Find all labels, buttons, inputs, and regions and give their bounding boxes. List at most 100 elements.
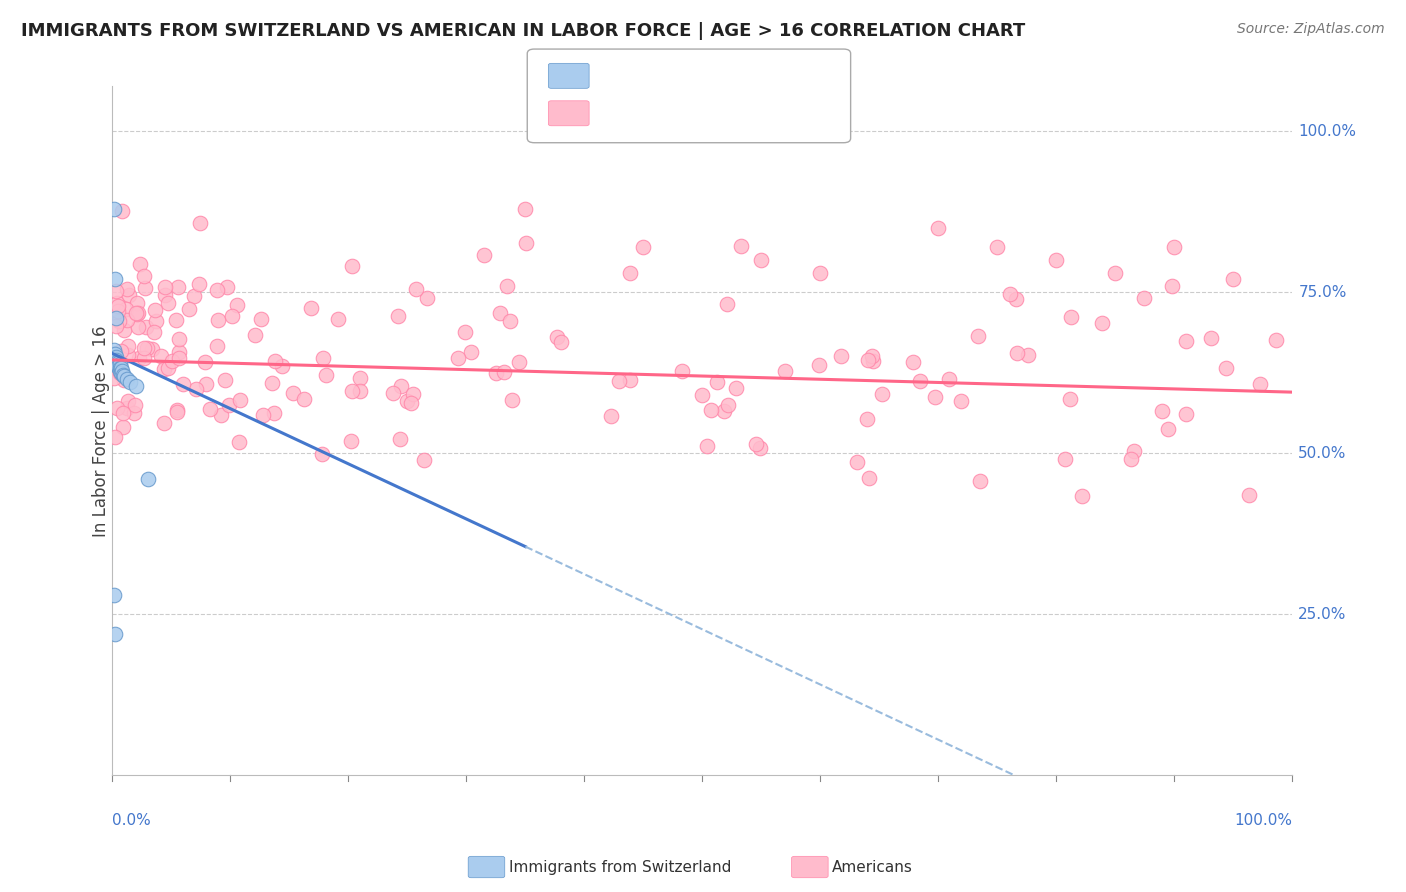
Point <box>152 416 174 430</box>
Point <box>120 376 142 390</box>
Point <box>114 323 136 337</box>
Point <box>810 266 832 280</box>
Point <box>179 301 201 316</box>
Point <box>188 277 211 291</box>
Text: Americans: Americans <box>832 860 914 874</box>
Point <box>260 376 283 390</box>
Point <box>115 282 138 296</box>
Point <box>998 286 1021 301</box>
Point <box>184 382 207 396</box>
Point <box>221 309 243 323</box>
Point <box>124 398 146 412</box>
Point <box>107 299 129 313</box>
Point <box>194 376 217 391</box>
Point <box>349 371 371 385</box>
Point <box>1059 392 1081 406</box>
Point <box>299 301 322 315</box>
Point <box>751 253 773 268</box>
Point <box>870 387 893 401</box>
Point <box>845 455 868 469</box>
Point <box>1150 404 1173 418</box>
Point <box>1004 292 1026 306</box>
Point <box>118 288 141 302</box>
Point <box>1123 443 1146 458</box>
Point <box>149 349 172 363</box>
Point <box>136 341 159 355</box>
Point <box>162 353 184 368</box>
Point <box>949 394 972 409</box>
Point <box>104 318 127 333</box>
Point <box>454 325 477 339</box>
Point <box>108 358 131 372</box>
Text: R = −0.092   N = 177: R = −0.092 N = 177 <box>595 106 775 120</box>
Point <box>633 240 655 254</box>
Point <box>125 307 148 321</box>
Point <box>107 359 129 374</box>
Point <box>496 278 519 293</box>
Point <box>619 373 641 387</box>
Point <box>166 405 188 419</box>
Point <box>485 366 508 380</box>
Point <box>125 296 148 310</box>
Point <box>1104 266 1126 280</box>
Point <box>125 306 148 320</box>
Point <box>205 339 228 353</box>
Point <box>145 314 167 328</box>
Point <box>1059 310 1081 324</box>
Point <box>252 408 274 422</box>
Point <box>263 406 285 420</box>
Point <box>142 325 165 339</box>
Point <box>515 235 537 250</box>
Point <box>188 216 211 230</box>
Point <box>508 355 530 369</box>
Point <box>107 303 129 318</box>
Point <box>724 381 747 395</box>
Point <box>969 475 991 489</box>
Point <box>690 388 713 402</box>
Text: IMMIGRANTS FROM SWITZERLAND VS AMERICAN IN LABOR FORCE | AGE > 16 CORRELATION CH: IMMIGRANTS FROM SWITZERLAND VS AMERICAN … <box>21 22 1025 40</box>
Point <box>271 359 294 374</box>
Point <box>619 266 641 280</box>
Point <box>111 364 134 378</box>
Point <box>155 280 177 294</box>
Point <box>967 328 990 343</box>
Point <box>501 393 523 408</box>
Point <box>114 301 136 316</box>
Point <box>107 356 129 370</box>
Point <box>117 348 139 362</box>
Point <box>387 309 409 323</box>
Point <box>103 370 125 384</box>
Point <box>105 355 128 369</box>
Point <box>492 365 515 379</box>
Point <box>1199 331 1222 345</box>
Point <box>550 334 572 349</box>
Point <box>165 312 187 326</box>
Point <box>671 364 693 378</box>
Point <box>315 368 337 382</box>
Point <box>862 354 884 368</box>
Point <box>103 588 125 602</box>
Point <box>856 412 879 426</box>
Point <box>103 202 125 216</box>
Point <box>112 369 135 384</box>
Point <box>311 447 333 461</box>
Point <box>1264 333 1286 347</box>
Point <box>402 386 425 401</box>
Point <box>716 297 738 311</box>
Point <box>460 345 482 359</box>
Point <box>117 339 139 353</box>
Point <box>472 247 495 261</box>
Text: 0.0%: 0.0% <box>112 813 152 828</box>
Point <box>115 372 138 386</box>
Point <box>1071 489 1094 503</box>
Text: Immigrants from Switzerland: Immigrants from Switzerland <box>509 860 731 874</box>
Point <box>169 345 191 359</box>
Point <box>986 240 1008 254</box>
Point <box>744 437 766 451</box>
Point <box>103 346 125 360</box>
Point <box>700 403 723 417</box>
Point <box>132 269 155 284</box>
Point <box>105 296 128 310</box>
Point <box>340 384 363 398</box>
Point <box>217 280 239 294</box>
